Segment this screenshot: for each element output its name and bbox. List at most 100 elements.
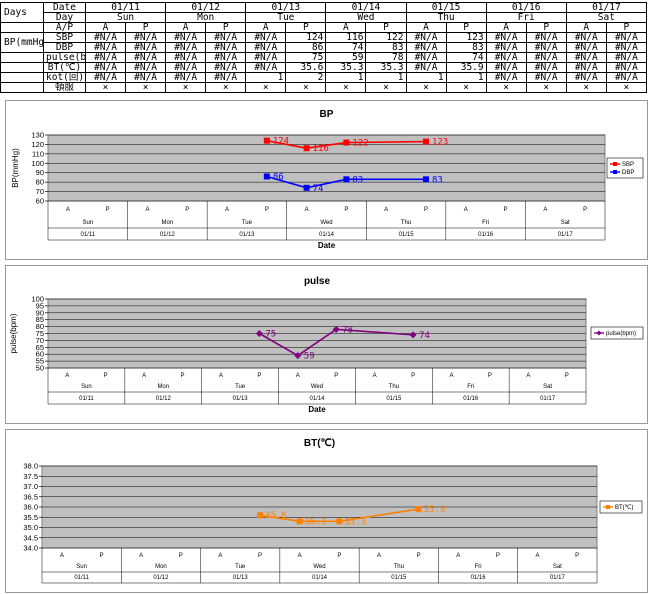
date-cell: 01/16 [485,2,567,13]
x-ap-label: A [218,553,222,559]
value-cell: 1 [325,72,367,83]
x-date-label: 01/16 [463,396,479,402]
x-day-label: Wed [320,220,332,226]
data-point [343,139,350,146]
data-point [257,512,264,519]
value-cell: #N/A [84,72,127,83]
legend-marker [613,162,617,166]
y-tick-label: 60 [36,350,44,359]
value-cell: 59 [325,52,367,63]
value-cell: #N/A [84,42,127,53]
chart-title: pulse [304,276,331,287]
value-cell: #N/A [565,52,607,63]
x-day-label: Sun [82,220,93,226]
value-cell: #N/A [485,62,527,73]
value-cell: #N/A [565,62,607,73]
data-label: 35.9 [424,505,446,515]
x-day-label: Sat [561,220,570,226]
data-point [255,330,263,337]
x-date-label: 01/14 [312,575,328,581]
data-label: 74 [419,331,430,341]
x-ap-label: A [296,373,300,379]
value-cell: 1 [445,72,487,83]
value-cell: × [325,82,367,93]
data-label: 35.3 [305,517,327,527]
x-ap-label: A [60,553,64,559]
x-ap-label: P [565,373,569,379]
x-day-label: Wed [313,564,325,570]
x-ap-label: P [265,207,269,213]
value-cell: 2 [285,72,327,83]
value-cell: #N/A [485,72,527,83]
data-point [415,506,422,513]
y-tick-label: 85 [36,315,44,324]
x-ap-label: P [496,553,500,559]
value-cell: #N/A [125,32,167,43]
value-cell: #N/A [245,42,287,53]
x-date-label: 01/13 [239,232,255,238]
legend-label: BT(℃) [615,505,633,511]
value-cell: #N/A [165,72,207,83]
y-tick-label: 35.0 [23,523,38,532]
x-axis-label: Date [318,241,336,250]
value-cell: #N/A [125,42,167,53]
date-cell: 01/13 [245,2,327,13]
pulse-chart-panel: pulse 50 55 60 65 70 75 80 85 90 95 100 A P A P A P A P A P A P… [5,265,648,424]
date-cell: 01/11 [84,2,167,13]
value-cell: #N/A [405,52,447,63]
x-ap-label: A [225,207,229,213]
ap-cell: P [365,22,407,33]
bt-chart: BT(℃) 34.0 34.535.035.536.0 36.537.037.538.… [23,438,643,584]
value-cell: 83 [365,42,407,53]
x-date-label: 01/12 [153,575,169,581]
value-cell: #N/A [205,42,247,53]
value-cell: #N/A [405,32,447,43]
data-point [263,137,270,144]
x-ap-label: P [99,553,103,559]
y-tick-label: 100 [31,295,44,304]
value-cell: 116 [325,32,367,43]
value-cell: #N/A [165,42,207,53]
series-line-DBP [266,175,426,189]
value-cell: #N/A [245,52,287,63]
y-tick-label: 34.5 [23,533,38,542]
value-cell: 35.6 [285,62,327,73]
value-cell: × [125,82,167,93]
day-cell: Wed [325,12,407,23]
value-cell: × [84,82,127,93]
x-ap-label: A [142,373,146,379]
blank-cell [0,22,44,33]
date-cell: 01/14 [325,2,407,13]
day-cell: Fri [485,12,567,23]
series-line-SBP [266,139,426,150]
x-date-label: 01/11 [74,575,89,581]
value-cell: 124 [285,32,327,43]
value-cell: #N/A [205,62,247,73]
value-cell: 1 [245,72,287,83]
x-day-label: Fri [467,384,474,390]
data-label: 86 [273,172,284,182]
data-point [303,184,310,191]
value-cell: × [245,82,287,93]
y-tick-label: 60 [36,197,44,206]
value-cell: #N/A [84,32,127,43]
x-ap-label: A [219,373,223,379]
y-axis-label: BP(mmHg) [11,148,20,188]
x-day-label: Tue [242,220,253,226]
value-cell: #N/A [525,72,567,83]
x-ap-label: A [384,207,388,213]
x-date-label: 01/14 [319,232,335,238]
y-tick-label: 70 [36,336,44,345]
ap-cell: P [525,22,567,33]
value-cell: 35.3 [325,62,367,73]
x-ap-label: P [334,373,338,379]
x-day-label: Wed [311,384,323,390]
value-cell: #N/A [125,72,167,83]
x-axis-label: Date [308,405,326,414]
y-tick-label: 35.5 [23,513,38,522]
x-ap-label: P [106,207,110,213]
value-cell: #N/A [525,62,567,73]
date-cell: 01/12 [165,2,247,13]
legend-box [599,500,643,514]
